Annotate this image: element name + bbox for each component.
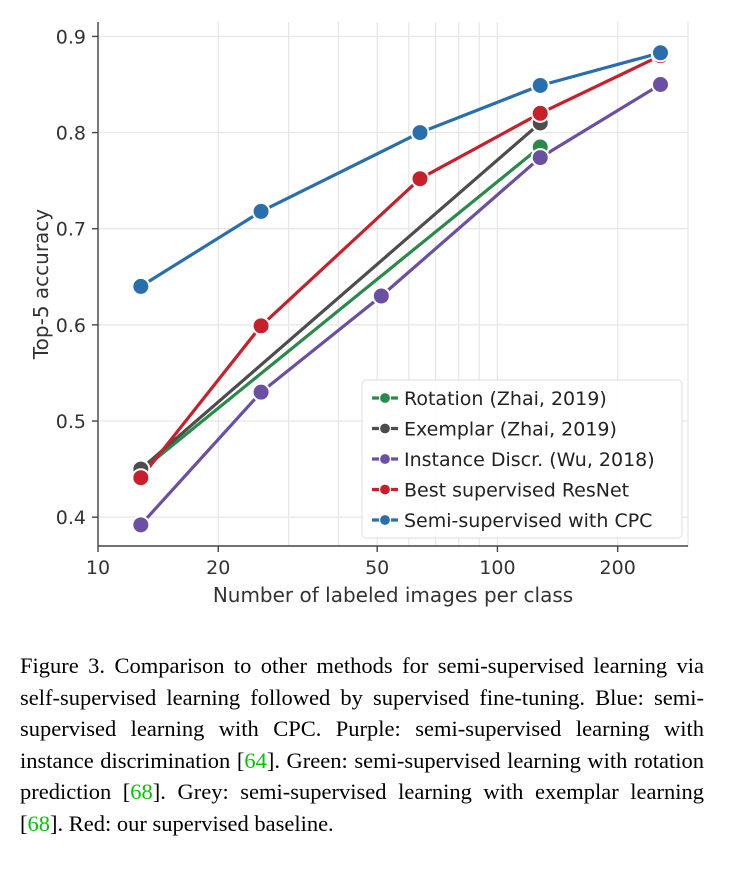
y-axis-label: Top-5 accuracy (29, 209, 53, 360)
caption-prefix: Figure 3. Comparison to other methods fo… (20, 653, 704, 773)
data-point (251, 201, 271, 221)
legend-label: Exemplar (Zhai, 2019) (404, 419, 617, 441)
data-point (530, 75, 550, 95)
data-point (650, 43, 670, 63)
data-point (410, 169, 430, 189)
legend-marker (378, 452, 392, 466)
ticks: 0.4 0.5 0.6 0.7 0.8 0.9 10 20 50 100 200 (56, 26, 636, 579)
y-tick-label: 0.6 (56, 315, 86, 337)
y-tick-label: 0.9 (56, 26, 86, 48)
y-tick-label: 0.8 (56, 123, 86, 145)
data-point (650, 74, 670, 94)
series-line-0 (139, 145, 542, 473)
y-tick-label: 0.5 (56, 411, 86, 433)
chart: 0.4 0.5 0.6 0.7 0.8 0.9 10 20 50 100 200 Number of… (29, 22, 689, 607)
legend-label: Semi-supervised with CPC (404, 510, 652, 532)
data-point (131, 276, 151, 296)
y-tick-label: 0.4 (56, 507, 86, 529)
legend-marker (378, 513, 392, 527)
caption-suffix: ]. Red: our supervised baseline. (50, 810, 334, 836)
legend-marker (378, 483, 392, 496)
data-point (251, 316, 271, 336)
citation-link[interactable]: 64 (244, 747, 267, 773)
citation-link[interactable]: 68 (27, 810, 51, 836)
legend-marker (378, 422, 392, 435)
legend-label: Best supervised ResNet (404, 480, 629, 502)
legend-label: Rotation (Zhai, 2019) (404, 388, 607, 410)
legend: Rotation (Zhai, 2019) Exemplar (Zhai, 201… (361, 379, 683, 539)
x-tick-label: 100 (479, 557, 515, 579)
figure-caption: Figure 3. Comparison to other methods fo… (20, 650, 704, 839)
x-tick-label: 200 (600, 557, 636, 579)
data-point (371, 286, 391, 306)
data-point (131, 515, 151, 535)
x-tick-label: 20 (206, 557, 230, 579)
x-tick-label: 10 (86, 557, 110, 579)
legend-marker (378, 391, 392, 405)
citation-link[interactable]: 68 (130, 779, 153, 804)
legend-box (361, 379, 683, 539)
data-point (251, 382, 271, 402)
y-tick-label: 0.7 (56, 219, 86, 241)
axes (97, 22, 688, 547)
data-point (131, 468, 151, 488)
x-tick-label: 50 (365, 557, 389, 579)
data-point (530, 148, 550, 168)
caption-text: ]. Grey: semi-supervised learning with e… (20, 779, 704, 836)
series-line-1 (139, 121, 542, 471)
legend-label: Instance Discr. (Wu, 2018) (404, 449, 655, 471)
data-point (410, 123, 430, 143)
caption-text: ]. Green: semi-supervised learning with … (20, 747, 704, 805)
series-points (131, 43, 670, 535)
data-point (530, 103, 550, 123)
x-axis-label: Number of labeled images per class (213, 583, 573, 607)
